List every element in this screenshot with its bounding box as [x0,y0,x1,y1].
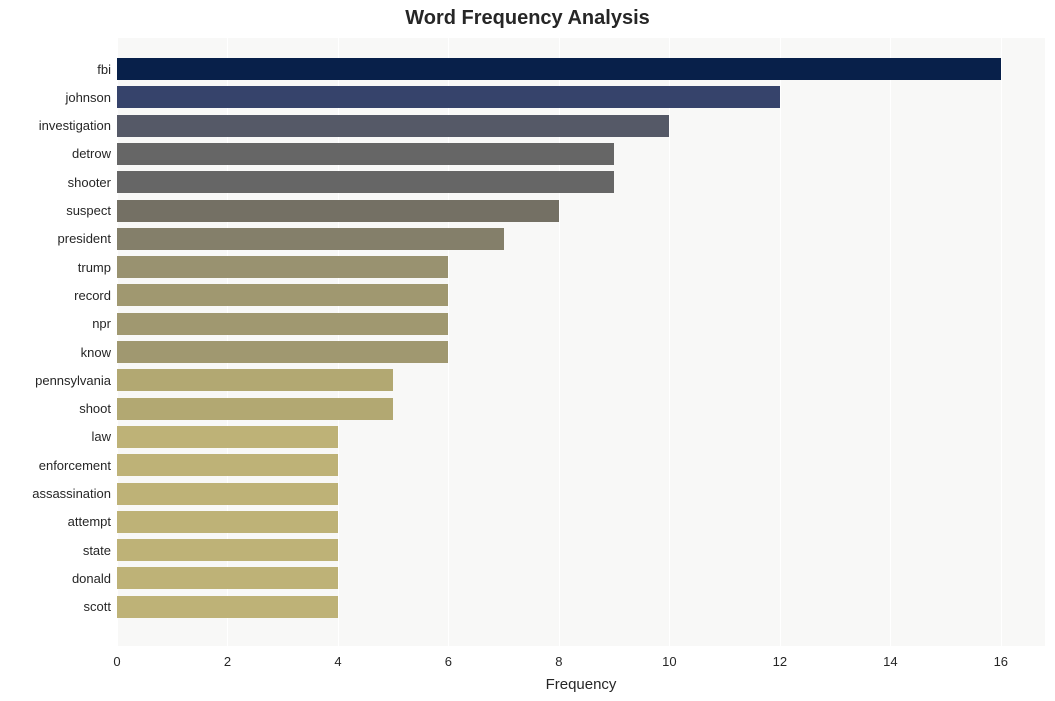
y-tick-label: scott [84,599,111,614]
plot-area [117,38,1045,646]
gridline [890,38,891,646]
y-tick-label: attempt [68,514,111,529]
bar [117,171,614,193]
x-tick-label: 10 [662,654,676,669]
y-tick-label: investigation [39,118,111,133]
y-tick-label: fbi [97,62,111,77]
bar [117,567,338,589]
y-tick-label: donald [72,571,111,586]
y-tick-label: trump [78,260,111,275]
gridline [780,38,781,646]
bar [117,86,780,108]
gridline [669,38,670,646]
x-tick-label: 6 [445,654,452,669]
x-tick-label: 4 [334,654,341,669]
y-tick-label: npr [92,316,111,331]
bar [117,256,448,278]
bar [117,426,338,448]
bar [117,483,338,505]
y-tick-label: suspect [66,203,111,218]
bar [117,454,338,476]
y-tick-label: johnson [65,90,111,105]
bar [117,284,448,306]
gridline [1001,38,1002,646]
bar [117,313,448,335]
y-tick-label: president [58,231,111,246]
chart-title: Word Frequency Analysis [0,7,1055,30]
bar [117,200,559,222]
x-tick-label: 0 [113,654,120,669]
y-tick-label: enforcement [39,458,111,473]
bar [117,369,393,391]
y-tick-label: detrow [72,146,111,161]
y-tick-label: state [83,543,111,558]
bar [117,539,338,561]
x-tick-label: 8 [555,654,562,669]
bar [117,58,1001,80]
bar [117,341,448,363]
x-axis-label: Frequency [117,676,1045,693]
bar [117,115,669,137]
y-tick-label: shooter [68,175,111,190]
x-tick-label: 14 [883,654,897,669]
x-tick-label: 12 [773,654,787,669]
y-tick-label: record [74,288,111,303]
bar [117,228,504,250]
y-tick-label: pennsylvania [35,373,111,388]
bar [117,511,338,533]
y-tick-label: law [91,429,111,444]
y-tick-label: know [81,345,111,360]
bar [117,596,338,618]
x-tick-label: 2 [224,654,231,669]
bar [117,143,614,165]
y-tick-label: assassination [32,486,111,501]
x-tick-label: 16 [994,654,1008,669]
y-tick-label: shoot [79,401,111,416]
bar [117,398,393,420]
word-frequency-chart: Word Frequency Analysis Frequency 0 2 4 6 8 1… [0,0,1055,701]
